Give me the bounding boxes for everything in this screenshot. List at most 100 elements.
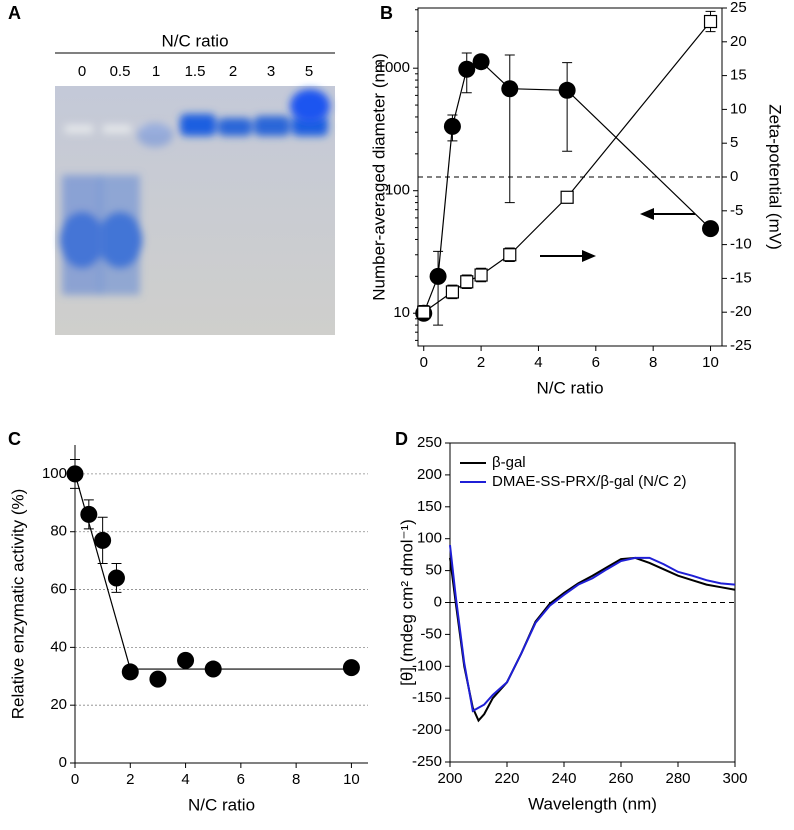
y-axis-label: Number-averaged diameter (nm)	[369, 53, 388, 301]
x-tick-label: 0	[71, 771, 79, 788]
point	[472, 53, 490, 71]
y2-tick-label: 5	[730, 134, 738, 151]
legend-label: DMAE-SS-PRX/β-gal (N/C 2)	[492, 473, 687, 490]
y-tick-label: -50	[420, 625, 442, 642]
point	[66, 465, 84, 483]
y2-tick-label: -15	[730, 269, 752, 286]
legend-label: β-gal	[492, 454, 526, 471]
x-tick-label: 10	[343, 771, 360, 788]
x-tick-label: 6	[592, 354, 600, 371]
y-tick-label: 60	[50, 581, 67, 598]
y-tick-label: 100	[385, 182, 410, 199]
panel-label: B	[380, 3, 393, 23]
point	[342, 659, 360, 677]
x-tick-label: 240	[551, 770, 576, 787]
series-line	[449, 556, 736, 723]
panel-a: A N/C ratio	[8, 3, 335, 335]
y-tick-label: 50	[425, 562, 442, 579]
error-bar	[562, 62, 573, 152]
gel-title: N/C ratio	[161, 31, 228, 50]
y2-tick-label: 20	[730, 33, 747, 50]
point	[445, 285, 460, 299]
chart: B 10 100 1000 25 20 15 10 5 0 -5 -10 -15 -20 -25 0 2 4 6 8 1…	[369, 0, 784, 397]
x-tick-label: 8	[649, 354, 657, 371]
x-tick-label: 2	[477, 354, 485, 371]
x-axis-label: N/C ratio	[188, 795, 255, 814]
y-tick-label: 250	[417, 434, 442, 451]
point	[94, 531, 112, 549]
point	[443, 117, 461, 135]
y-tick-label: -150	[412, 689, 442, 706]
lane-label: 1.5	[185, 63, 206, 80]
plot-frame	[449, 442, 736, 763]
y-tick-label: 0	[434, 593, 442, 610]
lane-label: 2	[229, 63, 237, 80]
y2-tick-label: -5	[730, 202, 743, 219]
y2-tick-label: 0	[730, 168, 738, 185]
x-tick-label: 220	[494, 770, 519, 787]
x-tick-label: 0	[420, 354, 428, 371]
arrows	[540, 208, 695, 262]
series-line	[449, 544, 736, 713]
point	[80, 505, 98, 523]
x-tick-label: 260	[608, 770, 633, 787]
y-tick-label: 80	[50, 523, 67, 540]
y2-tick-label: -10	[730, 236, 752, 253]
point	[501, 80, 519, 98]
x-tick-label: 4	[181, 771, 189, 788]
y-tick-label: 1000	[377, 59, 410, 76]
y-tick-label: -200	[412, 721, 442, 738]
y2-tick-label: -25	[730, 337, 752, 354]
x-tick-label: 2	[126, 771, 134, 788]
error-bar	[433, 250, 444, 326]
point	[107, 569, 125, 587]
x-tick-label: 4	[534, 354, 542, 371]
y2-axis-label: Zeta-potential (mV)	[766, 104, 785, 250]
panel-label: C	[8, 429, 21, 449]
y-tick-label: 100	[417, 530, 442, 547]
y-tick-label: 10	[393, 304, 410, 321]
lane-label: 3	[267, 63, 275, 80]
point	[458, 60, 476, 78]
gel-bands	[60, 114, 328, 295]
y-tick-label: -100	[412, 657, 442, 674]
y-tick-label: 150	[417, 498, 442, 515]
point	[558, 81, 576, 99]
gel-blob	[290, 89, 330, 123]
y2-tick-label: 10	[730, 100, 747, 117]
y-tick-label: 200	[417, 466, 442, 483]
chart: C 0 20 40 60 80 100 0 2 4 6 8 10 N/C ratio Relative en…	[8, 429, 368, 814]
point	[460, 275, 474, 289]
point	[177, 651, 195, 669]
point	[474, 268, 488, 282]
y-axis-label: [θ] (mdeg cm² dmol⁻¹)	[397, 519, 416, 686]
point	[121, 663, 139, 681]
lane-label: 5	[305, 63, 313, 80]
y-tick-label: 20	[50, 696, 67, 713]
point	[149, 670, 167, 688]
x-tick-label: 300	[722, 770, 747, 787]
y2-tick-label: -20	[730, 303, 752, 320]
lane-label: 0.5	[110, 63, 131, 80]
x-tick-label: 6	[237, 771, 245, 788]
point	[429, 267, 447, 285]
y-tick-label: 40	[50, 638, 67, 655]
lane-label: 1	[152, 63, 160, 80]
y2-tick-label: 15	[730, 67, 747, 84]
y-tick-label: 100	[42, 465, 67, 482]
x-tick-label: 10	[702, 354, 719, 371]
panel-label: A	[8, 3, 21, 23]
chart: D -250 -200 -150 -100 -50 0 50 100 150 200 250 200 22…	[395, 429, 748, 814]
error-bar	[504, 54, 515, 204]
y-axis-label: Relative enzymatic activity (%)	[8, 489, 27, 720]
x-tick-label: 200	[437, 770, 462, 787]
x-axis-label: Wavelength (nm)	[528, 794, 657, 813]
y2-tick-label: 25	[730, 0, 747, 16]
point	[560, 190, 574, 204]
lane-label: 0	[78, 63, 86, 80]
point	[204, 660, 222, 678]
point	[703, 14, 718, 29]
x-tick-label: 8	[292, 771, 300, 788]
point	[702, 220, 720, 238]
